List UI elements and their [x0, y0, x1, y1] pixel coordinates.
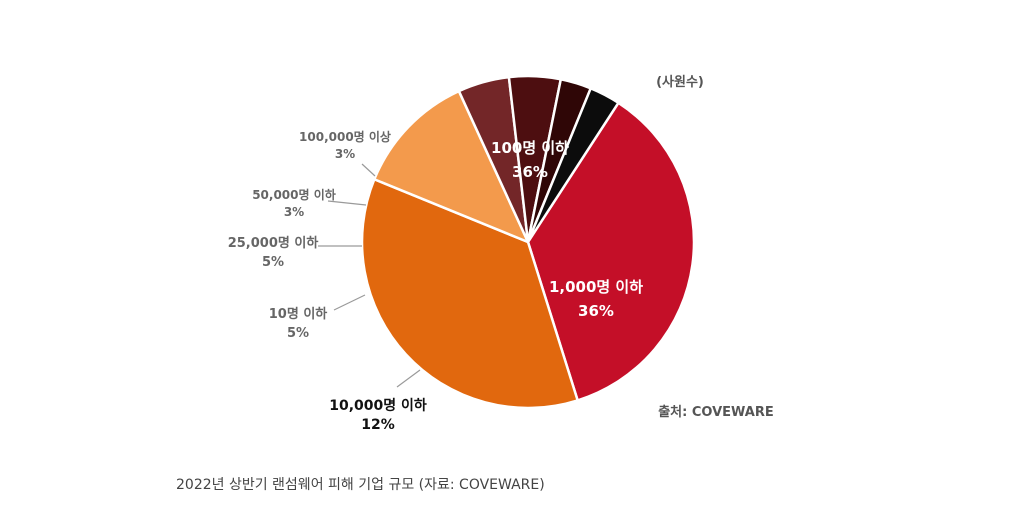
slice-percent-label: 5%	[262, 255, 284, 270]
slice-percent-label: 36%	[578, 302, 614, 320]
leader-line	[396, 369, 421, 388]
slice-label: 100,000명 이상	[299, 129, 391, 144]
unit-label: (사원수)	[656, 74, 704, 90]
pie-slice	[360, 178, 579, 410]
slice-label: 10,000명 이하	[329, 397, 427, 414]
slice-label: 1,000명 이하	[549, 278, 643, 296]
pie-slice	[526, 101, 696, 402]
slice-label: 100명 이하	[491, 139, 569, 157]
slice-percent-label: 3%	[284, 205, 304, 219]
pie-slice	[373, 89, 530, 244]
slice-percent-label: 36%	[512, 163, 548, 181]
figure-caption: 2022년 상반기 랜섬웨어 피해 기업 규모 (자료: COVEWARE)	[176, 477, 545, 493]
leader-line	[327, 200, 367, 206]
slice-percent-label: 12%	[361, 417, 395, 433]
slice-percent-label: 3%	[335, 147, 355, 161]
slice-percent-label: 5%	[287, 326, 309, 341]
leader-line	[333, 294, 366, 311]
slice-label: 10명 이하	[269, 306, 328, 322]
slice-label: 25,000명 이하	[228, 235, 319, 251]
pie-slice	[526, 87, 620, 244]
source-label: 출처: COVEWARE	[658, 404, 774, 420]
slice-label: 50,000명 이하	[252, 187, 336, 202]
leader-line	[361, 163, 376, 177]
